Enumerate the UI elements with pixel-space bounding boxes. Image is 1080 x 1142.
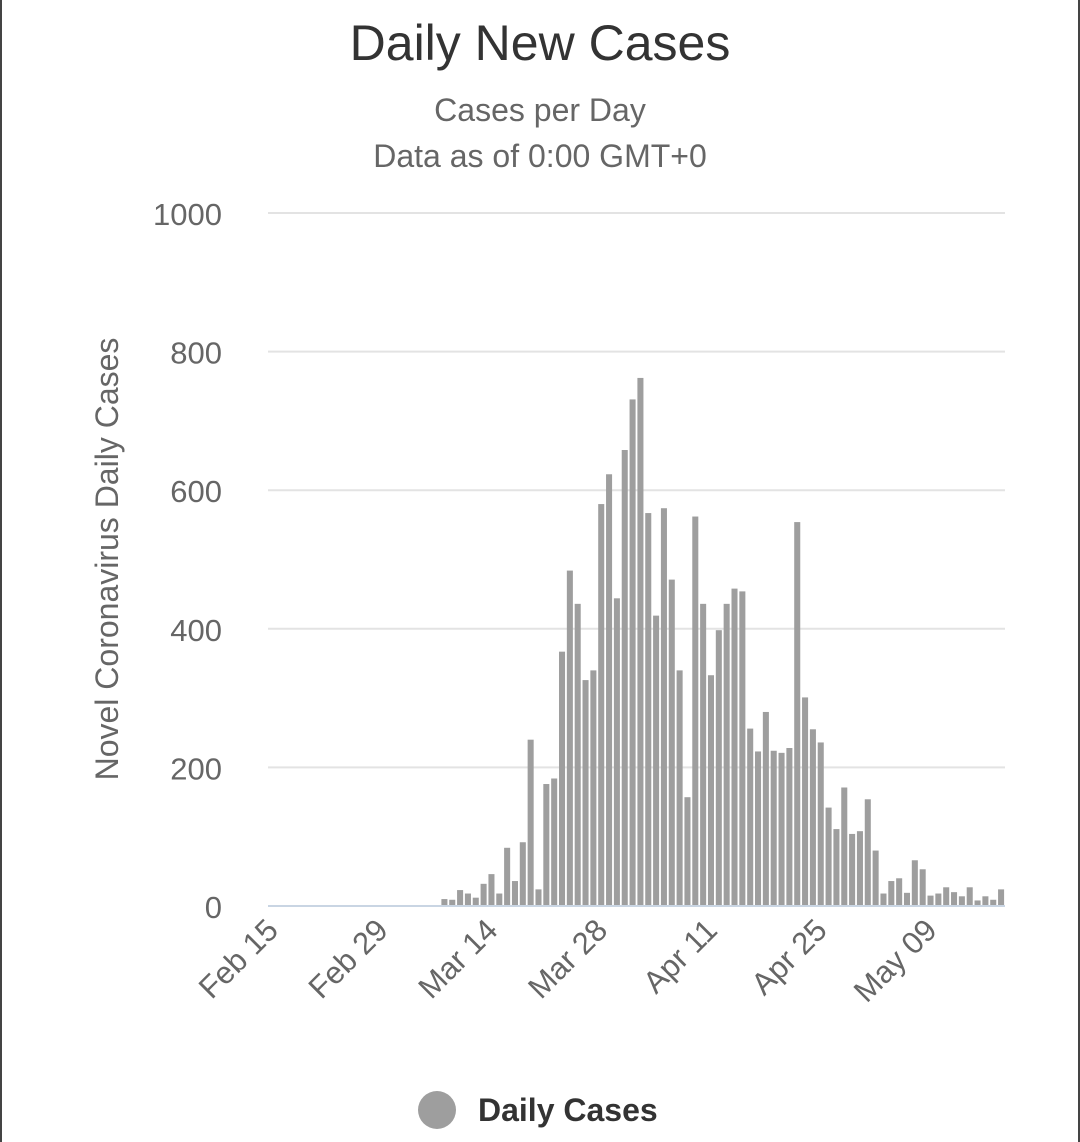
bar[interactable] (480, 883, 487, 906)
bar[interactable] (958, 896, 965, 906)
bar[interactable] (700, 603, 707, 906)
bar[interactable] (998, 889, 1005, 906)
bar[interactable] (457, 890, 464, 906)
bar[interactable] (464, 893, 471, 906)
y-tick-label: 600 (170, 474, 222, 509)
bar[interactable] (535, 889, 542, 906)
bar[interactable] (935, 893, 942, 906)
y-tick-label: 1000 (153, 197, 222, 232)
bar[interactable] (441, 899, 448, 906)
bar[interactable] (676, 670, 683, 906)
bar[interactable] (747, 728, 754, 906)
bar[interactable] (786, 748, 793, 906)
bar[interactable] (982, 896, 989, 906)
bar[interactable] (802, 697, 809, 906)
bar[interactable] (731, 588, 738, 906)
bar[interactable] (613, 598, 620, 906)
bar[interactable] (809, 729, 816, 906)
chart-title: Daily New Cases (349, 15, 731, 71)
bar[interactable] (519, 842, 526, 906)
chart-subtitle-line-2: Data as of 0:00 GMT+0 (373, 138, 707, 174)
frame-left-border (0, 0, 2, 1142)
bar[interactable] (762, 711, 769, 906)
bar[interactable] (504, 847, 511, 906)
bar[interactable] (488, 874, 495, 906)
bar-series-daily-cases (441, 377, 1005, 907)
bar[interactable] (825, 807, 832, 906)
bar[interactable] (723, 603, 730, 906)
bar[interactable] (966, 887, 973, 906)
bar[interactable] (974, 900, 981, 906)
bar[interactable] (794, 522, 801, 906)
y-tick-label: 800 (170, 336, 222, 371)
bar[interactable] (943, 887, 950, 906)
bar[interactable] (527, 739, 534, 906)
bar[interactable] (864, 799, 871, 906)
daily-cases-chart: 0 200 400 600 800 1000 Feb 15 Feb 29 Mar 14 Mar … (89, 197, 1005, 1009)
bar[interactable] (841, 787, 848, 907)
bar[interactable] (903, 892, 911, 906)
bar[interactable] (629, 399, 636, 906)
bar[interactable] (606, 474, 613, 906)
bar[interactable] (645, 513, 652, 906)
bar[interactable] (574, 603, 581, 906)
chart-subtitle-line-1: Cases per Day (434, 92, 646, 128)
bar[interactable] (653, 615, 660, 906)
bar[interactable] (896, 878, 903, 906)
bar[interactable] (880, 893, 887, 906)
bar[interactable] (919, 869, 926, 906)
bar[interactable] (715, 630, 722, 906)
y-tick-label: 0 (205, 890, 222, 925)
x-tick-label: Mar 14 (411, 912, 504, 1005)
bar[interactable] (566, 570, 573, 906)
x-tick-label: May 09 (847, 912, 944, 1009)
x-tick-label: Mar 28 (521, 912, 614, 1005)
legend-label: Daily Cases (478, 1091, 658, 1128)
bar[interactable] (496, 893, 503, 906)
y-tick-label: 200 (170, 751, 222, 786)
bar[interactable] (888, 881, 895, 906)
bar[interactable] (739, 591, 746, 906)
y-tick-label: 400 (170, 613, 222, 648)
bar[interactable] (707, 675, 714, 906)
bar[interactable] (582, 680, 589, 906)
bar[interactable] (951, 892, 958, 906)
bar[interactable] (621, 450, 628, 906)
bar[interactable] (817, 742, 824, 906)
bar[interactable] (770, 750, 777, 906)
bar[interactable] (472, 897, 479, 906)
bar[interactable] (755, 751, 762, 906)
y-axis-title: Novel Coronavirus Daily Cases (89, 338, 125, 781)
bar[interactable] (668, 579, 675, 906)
bar[interactable] (692, 516, 699, 906)
bar[interactable] (590, 670, 597, 906)
bar[interactable] (849, 833, 856, 906)
bar[interactable] (598, 504, 605, 906)
bar[interactable] (856, 831, 863, 906)
x-tick-label: Feb 15 (192, 912, 285, 1005)
y-gridlines (268, 212, 1005, 769)
bar[interactable] (872, 850, 879, 906)
legend[interactable]: Daily Cases (418, 1088, 658, 1132)
bar[interactable] (660, 508, 667, 906)
bar[interactable] (543, 784, 550, 906)
y-axis-tick-labels: 0 200 400 600 800 1000 (153, 197, 222, 925)
bar[interactable] (511, 881, 518, 906)
bar[interactable] (551, 778, 558, 906)
x-tick-label: Apr 25 (744, 912, 833, 1001)
bar[interactable] (927, 895, 934, 906)
bar[interactable] (778, 752, 785, 906)
x-axis-tick-labels: Feb 15 Feb 29 Mar 14 Mar 28 Apr 11 Apr 25 May … (192, 912, 944, 1009)
x-tick-label: Apr 11 (636, 912, 724, 1000)
legend-marker-dot (418, 1091, 456, 1129)
bar[interactable] (990, 899, 997, 906)
bar[interactable] (833, 829, 840, 906)
x-tick-label: Feb 29 (302, 912, 395, 1005)
bar[interactable] (684, 797, 691, 906)
bar[interactable] (911, 860, 918, 906)
bar[interactable] (449, 899, 456, 906)
frame-right-border (1078, 0, 1080, 1142)
bar[interactable] (559, 651, 566, 906)
bar[interactable] (637, 377, 644, 906)
